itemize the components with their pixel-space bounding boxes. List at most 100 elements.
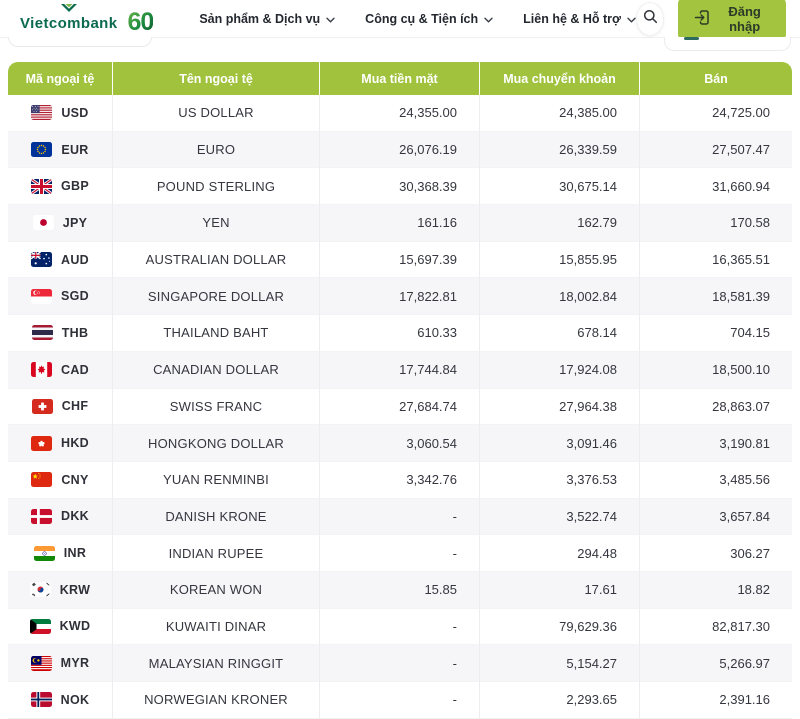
currency-code-cell: CNY	[8, 461, 113, 499]
vietcombank-emblem-icon	[59, 2, 79, 20]
buy-cash-cell: 24,355.00	[320, 95, 480, 132]
table-row: MYR MALAYSIAN RINGGIT -5,154.27 5,266.97	[8, 645, 792, 682]
buy-cash-cell: 3,060.54	[320, 425, 480, 462]
table-row: KWD KUWAITI DINAR -79,629.36 82,817.30	[8, 608, 792, 646]
nav-item-label: Liên hệ & Hỗ trợ	[523, 11, 621, 26]
currency-code: CHF	[61, 399, 89, 414]
buy-transfer-cell: 26,339.59	[480, 131, 640, 169]
currency-code: DKK	[61, 509, 89, 524]
currency-code: JPY	[62, 215, 88, 230]
buy-cash-cell: -	[320, 645, 480, 682]
chevron-down-icon	[627, 12, 636, 26]
currency-code: THB	[61, 325, 89, 340]
currency-code-cell: AUD	[8, 241, 113, 279]
table-row: EUR EURO 26,076.19 26,339.59 27,507.47	[8, 131, 792, 169]
sell-cell: 3,485.56	[640, 462, 792, 499]
buy-transfer-cell: 294.48	[480, 535, 640, 572]
currency-code: CNY	[61, 472, 89, 487]
nav-item-label: Công cụ & Tiện ích	[365, 11, 479, 26]
buy-cash-cell: -	[320, 608, 480, 646]
nav-item-label: Sản phẩm & Dịch vụ	[199, 11, 321, 26]
col-header-buy-transfer: Mua chuyển khoản	[480, 62, 640, 95]
col-header-buy-cash: Mua tiền mặt	[320, 62, 480, 95]
login-button[interactable]: Đăng nhập	[678, 0, 786, 42]
buy-cash-cell: -	[320, 682, 480, 719]
login-icon	[694, 9, 710, 28]
sell-cell: 28,863.07	[640, 389, 792, 426]
table-row: DKK DANISH KRONE -3,522.74 3,657.84	[8, 498, 792, 536]
buy-cash-cell: 26,076.19	[320, 131, 480, 169]
currency-name-cell: KOREAN WON	[113, 571, 320, 609]
currency-name-cell: DANISH KRONE	[113, 498, 320, 536]
currency-name-cell: HONGKONG DOLLAR	[113, 425, 320, 462]
eu-flag	[31, 142, 53, 158]
sell-cell: 24,725.00	[640, 95, 792, 132]
navbar-actions: Đăng nhập	[635, 0, 786, 42]
buy-cash-cell: 17,744.84	[320, 351, 480, 389]
cutoff-selector-left[interactable]	[8, 37, 152, 47]
buy-cash-cell: 161.16	[320, 205, 480, 242]
exchange-rate-table: Mã ngoại tệ Tên ngoại tệ Mua tiền mặt Mu…	[8, 62, 792, 719]
my-flag	[30, 655, 52, 671]
kw-flag	[29, 618, 51, 634]
currency-code-cell: DKK	[8, 498, 113, 536]
table-row: GBP POUND STERLING 30,368.39 30,675.14 31,66…	[8, 168, 792, 206]
top-navbar: Vietcombank 60 Sản phẩm & Dịch vụ Công c…	[0, 0, 800, 42]
buy-transfer-cell: 3,091.46	[480, 425, 640, 462]
nav-item-products[interactable]: Sản phẩm & Dịch vụ	[199, 12, 335, 26]
sell-cell: 18.82	[640, 572, 792, 609]
sell-cell: 82,817.30	[640, 609, 792, 646]
currency-name-cell: INDIAN RUPEE	[113, 535, 320, 572]
currency-name-cell: SINGAPORE DOLLAR	[113, 278, 320, 316]
sell-cell: 5,266.97	[640, 645, 792, 682]
table-row: CHF SWISS FRANC 27,684.74 27,964.38 28,863.0…	[8, 388, 792, 426]
au-flag	[31, 252, 52, 268]
currency-code-cell: KRW	[8, 571, 113, 609]
kr-flag	[29, 582, 51, 598]
currency-code-cell: EUR	[8, 131, 113, 169]
buy-cash-cell: 15.85	[320, 571, 480, 609]
vietcombank-logo[interactable]: Vietcombank 60	[20, 2, 154, 34]
buy-transfer-cell: 18,002.84	[480, 278, 640, 316]
cn-flag	[31, 472, 53, 488]
col-header-currency-code: Mã ngoại tệ	[8, 62, 113, 95]
buy-transfer-cell: 27,964.38	[480, 388, 640, 426]
buy-transfer-cell: 3,376.53	[480, 461, 640, 499]
table-row: USD US DOLLAR 24,355.00 24,385.00 24,725.00	[8, 95, 792, 132]
buy-transfer-cell: 17.61	[480, 571, 640, 609]
currency-name-cell: SWISS FRANC	[113, 388, 320, 426]
currency-code: AUD	[61, 252, 89, 267]
currency-name-cell: NORWEGIAN KRONER	[113, 682, 320, 719]
search-button[interactable]	[635, 1, 665, 36]
buy-transfer-cell: 678.14	[480, 315, 640, 352]
chevron-down-icon	[484, 12, 493, 26]
no-flag	[30, 692, 52, 708]
currency-code: KWD	[59, 619, 91, 634]
logo-text: Vietcombank	[20, 14, 118, 32]
rates-table-body: USD US DOLLAR 24,355.00 24,385.00 24,725.00 E…	[8, 95, 792, 719]
currency-name-cell: KUWAITI DINAR	[113, 608, 320, 646]
sell-cell: 3,190.81	[640, 425, 792, 462]
currency-name-cell: US DOLLAR	[113, 95, 320, 132]
buy-transfer-cell: 2,293.65	[480, 682, 640, 719]
cutoff-selector-right[interactable]	[664, 37, 791, 51]
currency-code: HKD	[61, 436, 89, 451]
jp-flag	[32, 215, 54, 231]
currency-name-cell: MALAYSIAN RINGGIT	[113, 645, 320, 682]
currency-code: SGD	[61, 289, 89, 304]
table-row: HKD HONGKONG DOLLAR 3,060.54 3,091.46 3,190.…	[8, 425, 792, 462]
currency-code-cell: MYR	[8, 645, 113, 682]
ca-flag	[31, 362, 52, 378]
login-label: Đăng nhập	[728, 3, 761, 34]
nav-item-support[interactable]: Liên hệ & Hỗ trợ	[523, 12, 636, 26]
sell-cell: 170.58	[640, 205, 792, 242]
sell-cell: 31,660.94	[640, 168, 792, 206]
currency-code: GBP	[61, 179, 89, 194]
nav-item-tools[interactable]: Công cụ & Tiện ích	[365, 12, 493, 26]
table-row: AUD AUSTRALIAN DOLLAR 15,697.39 15,855.95 16…	[8, 241, 792, 279]
buy-transfer-cell: 30,675.14	[480, 168, 640, 206]
col-header-sell: Bán	[704, 71, 728, 86]
buy-cash-cell: 15,697.39	[320, 241, 480, 279]
currency-name-cell: CANADIAN DOLLAR	[113, 351, 320, 389]
sell-cell: 3,657.84	[640, 499, 792, 536]
